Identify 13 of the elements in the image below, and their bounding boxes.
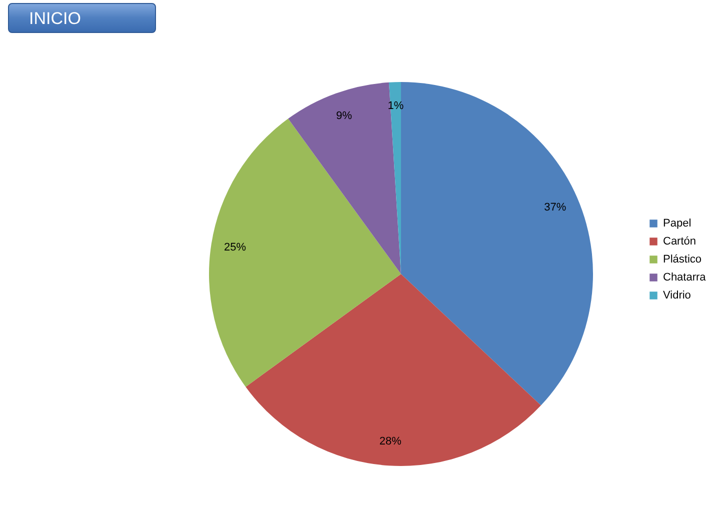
pie-slice [209, 118, 401, 387]
pie-slice [246, 274, 541, 466]
legend-label: Chatarra [663, 272, 707, 284]
data-label: 9% [336, 110, 352, 122]
legend-label: Papel [663, 218, 692, 230]
legend-label: Cartón [663, 236, 696, 248]
data-label: 37% [544, 201, 566, 214]
data-label: 28% [379, 436, 402, 448]
data-label: 1% [388, 100, 404, 112]
start-button: INICIO [8, 3, 156, 33]
legend-label: Plástico [663, 254, 702, 266]
data-label: 25% [224, 242, 246, 254]
legend-label: Vidrio [663, 290, 691, 302]
